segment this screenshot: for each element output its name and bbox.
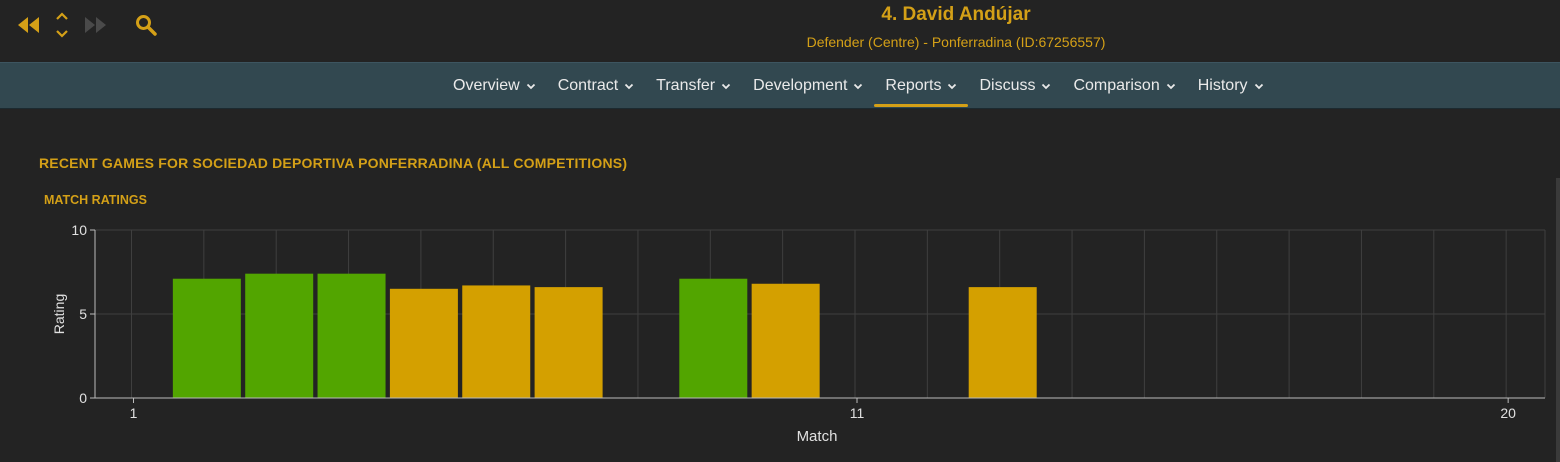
tab-history[interactable]: History [1187,63,1275,109]
player-subtitle: Defender (Centre) - Ponferradina (ID:672… [806,34,1106,50]
tab-contract[interactable]: Contract [547,63,645,109]
bar-match-6 [462,285,531,398]
section-title: RECENT GAMES FOR SOCIEDAD DEPORTIVA PONF… [39,155,628,171]
chevron-down-icon [1166,83,1175,90]
chart-grid [95,229,1546,399]
bar-match-13 [968,287,1037,398]
tab-development[interactable]: Development [742,63,874,109]
x-tick-label: 20 [1500,405,1516,421]
bar-match-9 [679,278,748,398]
y-tick-label: 10 [71,222,87,238]
bar-match-3 [245,273,314,398]
tab-label: Contract [557,77,619,94]
tab-label: History [1197,77,1248,94]
tab-label: Discuss [979,77,1036,94]
chevron-down-icon [625,83,634,90]
chevron-down-icon [948,83,957,90]
scrollbar[interactable] [1556,178,1560,462]
chevron-down-icon [854,83,863,90]
tab-transfer[interactable]: Transfer [645,63,742,109]
top-bar: 4. David Andújar Defender (Centre) - Pon… [0,0,1560,62]
up-down-icon[interactable] [52,8,72,42]
chevron-down-icon [526,83,535,90]
bar-match-2 [172,278,241,398]
tab-discuss[interactable]: Discuss [968,63,1062,109]
x-axis-label: Match [797,428,838,445]
search-icon[interactable] [132,8,160,42]
chevron-down-icon [1254,83,1263,90]
bar-match-4 [317,273,386,398]
y-tick-label: 5 [79,306,87,322]
x-tick-label: 1 [130,405,138,421]
chart-title: MATCH RATINGS [44,193,147,207]
tab-bar: Overview Contract Transfer Development Repor… [0,62,1560,109]
tab-overview[interactable]: Overview [442,63,547,109]
tab-label: Comparison [1073,77,1160,94]
nav-icons [16,8,160,42]
tab-label: Overview [453,77,520,94]
tab-comparison[interactable]: Comparison [1062,63,1186,109]
tab-label: Development [753,77,848,94]
tab-label: Reports [885,77,942,94]
rewind-icon[interactable] [16,8,42,42]
x-tick-label: 11 [850,405,865,421]
chevron-down-icon [1042,83,1051,90]
tab-label: Transfer [656,77,716,94]
chevron-down-icon [722,83,731,90]
chart-bars [172,273,1037,398]
tab-list: Overview Contract Transfer Development Repor… [442,63,1275,109]
fast-forward-icon[interactable] [82,8,108,42]
y-axis-label: Rating [51,294,67,334]
bar-match-10 [751,283,820,398]
player-title: 4. David Andújar [881,4,1031,25]
bar-match-5 [389,288,458,398]
tab-reports[interactable]: Reports [874,63,969,109]
y-tick-label: 0 [79,390,87,406]
bar-match-7 [534,287,603,398]
